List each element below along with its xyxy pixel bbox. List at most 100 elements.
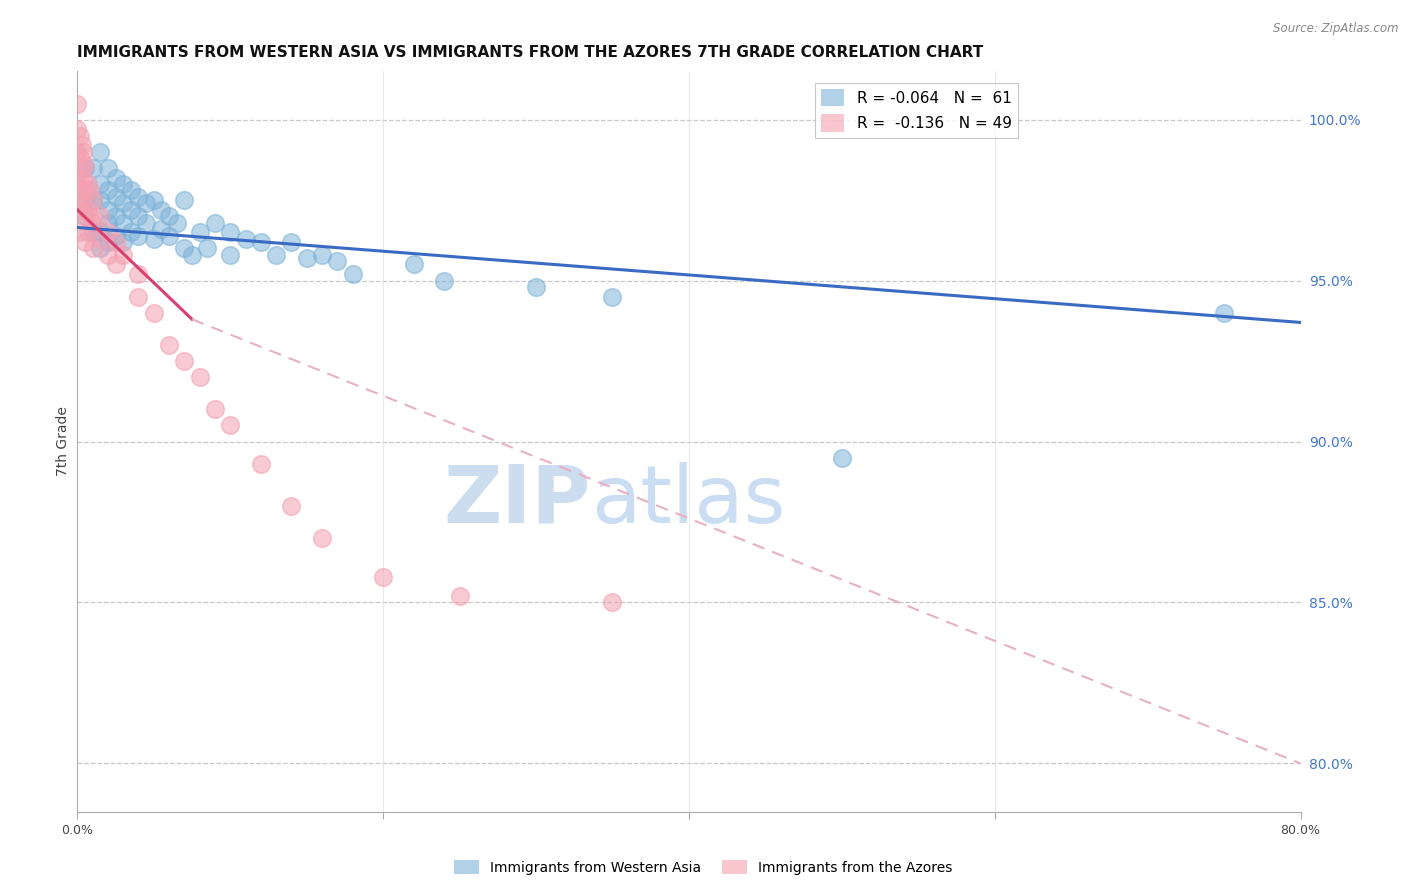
Point — [70, 138, 93, 153]
Text: ZIP: ZIP — [444, 462, 591, 540]
Point — [120, 225, 142, 239]
Point — [188, 370, 211, 384]
Point — [104, 258, 127, 272]
Point — [166, 216, 188, 230]
Text: atlas: atlas — [591, 462, 786, 540]
Point — [402, 258, 425, 272]
Point — [69, 151, 91, 165]
Point — [97, 235, 120, 249]
Point — [66, 96, 89, 111]
Point — [150, 222, 173, 236]
Point — [219, 225, 242, 239]
Point — [70, 184, 93, 198]
Point — [602, 595, 624, 609]
Point — [173, 193, 195, 207]
Point — [82, 161, 104, 175]
Point — [77, 177, 100, 191]
Point — [449, 589, 471, 603]
Point — [82, 241, 104, 255]
Point — [295, 251, 318, 265]
Point — [112, 196, 135, 211]
Point — [89, 209, 111, 223]
Point — [112, 216, 135, 230]
Point — [433, 274, 456, 288]
Point — [79, 184, 101, 198]
Y-axis label: 7th Grade: 7th Grade — [56, 407, 70, 476]
Point — [280, 235, 302, 249]
Point — [128, 209, 150, 223]
Point — [173, 354, 195, 368]
Point — [157, 338, 180, 352]
Point — [831, 450, 853, 465]
Point — [73, 161, 96, 175]
Point — [72, 170, 94, 185]
Point — [112, 248, 135, 262]
Point — [128, 190, 150, 204]
Point — [181, 248, 204, 262]
Point — [371, 570, 394, 584]
Point — [69, 225, 91, 239]
Point — [188, 225, 211, 239]
Point — [250, 457, 273, 471]
Point — [73, 209, 96, 223]
Point — [73, 193, 96, 207]
Point — [77, 202, 100, 217]
Point — [142, 193, 165, 207]
Point — [342, 267, 364, 281]
Point — [326, 254, 349, 268]
Point — [157, 209, 180, 223]
Point — [128, 267, 150, 281]
Point — [73, 184, 96, 198]
Point — [97, 184, 120, 198]
Point — [135, 216, 157, 230]
Text: Source: ZipAtlas.com: Source: ZipAtlas.com — [1274, 22, 1399, 36]
Point — [104, 170, 127, 185]
Legend: R = -0.064   N =  61, R =  -0.136   N = 49: R = -0.064 N = 61, R = -0.136 N = 49 — [815, 83, 1018, 138]
Point — [97, 248, 120, 262]
Point — [602, 290, 624, 304]
Point — [72, 193, 94, 207]
Point — [82, 225, 104, 239]
Point — [89, 241, 111, 255]
Point — [73, 209, 96, 223]
Point — [89, 177, 111, 191]
Point — [69, 202, 91, 217]
Point — [235, 232, 257, 246]
Point — [204, 402, 226, 417]
Point — [104, 209, 127, 223]
Point — [97, 216, 120, 230]
Point — [142, 306, 165, 320]
Point — [157, 228, 180, 243]
Point — [82, 216, 104, 230]
Point — [120, 184, 142, 198]
Point — [79, 209, 101, 223]
Point — [150, 202, 173, 217]
Point — [72, 145, 94, 159]
Point — [104, 235, 127, 249]
Point — [142, 232, 165, 246]
Point — [112, 177, 135, 191]
Point — [120, 202, 142, 217]
Point — [204, 216, 226, 230]
Point — [219, 418, 242, 433]
Point — [219, 248, 242, 262]
Point — [70, 161, 93, 175]
Point — [112, 235, 135, 249]
Legend: Immigrants from Western Asia, Immigrants from the Azores: Immigrants from Western Asia, Immigrants… — [449, 855, 957, 880]
Point — [311, 248, 333, 262]
Point — [264, 248, 287, 262]
Point — [97, 225, 120, 239]
Point — [82, 193, 104, 207]
Point — [66, 193, 89, 207]
Point — [128, 228, 150, 243]
Point — [250, 235, 273, 249]
Point — [69, 128, 91, 143]
Point — [195, 241, 218, 255]
Point — [89, 232, 111, 246]
Point — [89, 225, 111, 239]
Point — [89, 193, 111, 207]
Point — [77, 225, 100, 239]
Point — [66, 145, 89, 159]
Point — [66, 122, 89, 136]
Point — [69, 177, 91, 191]
